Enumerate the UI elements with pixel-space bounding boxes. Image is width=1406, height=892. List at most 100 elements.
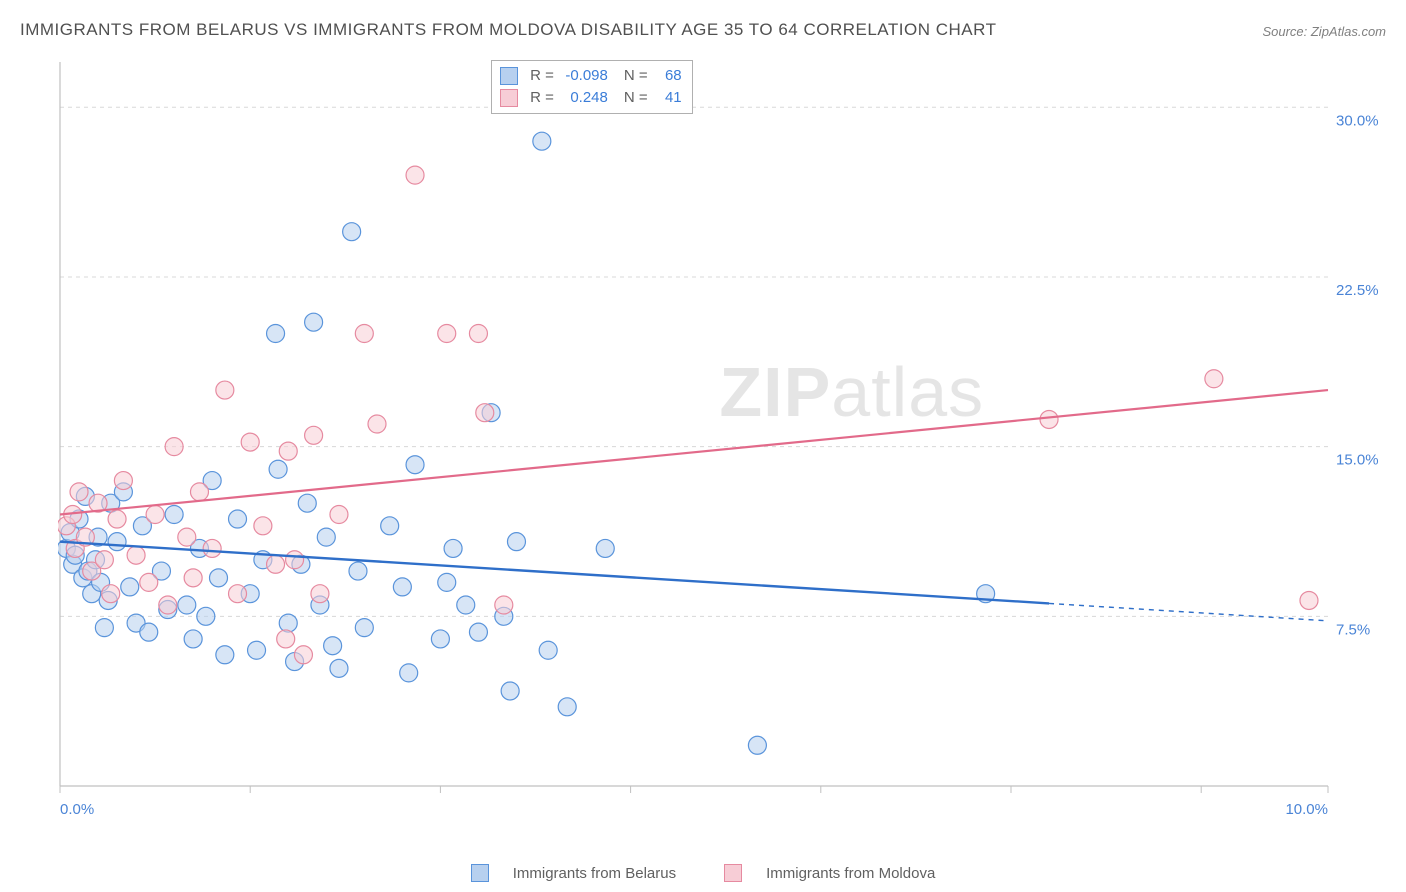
series-legend: Immigrants from Belarus Immigrants from M… — [0, 864, 1406, 886]
data-point — [457, 596, 475, 614]
data-point — [108, 510, 126, 528]
data-point — [165, 506, 183, 524]
data-point — [184, 569, 202, 587]
legend-item: Immigrants from Belarus — [459, 864, 688, 882]
data-point — [267, 325, 285, 343]
data-point — [469, 623, 487, 641]
data-point — [330, 659, 348, 677]
data-point — [277, 630, 295, 648]
data-point — [305, 313, 323, 331]
stat-legend-row: R = -0.098 N = 68 — [500, 65, 682, 87]
data-point — [114, 472, 132, 490]
data-point — [355, 619, 373, 637]
data-point — [216, 381, 234, 399]
data-point — [596, 539, 614, 557]
data-point — [95, 619, 113, 637]
data-point — [102, 585, 120, 603]
data-point — [406, 456, 424, 474]
data-point — [330, 506, 348, 524]
data-point — [368, 415, 386, 433]
data-point — [406, 166, 424, 184]
data-point — [279, 614, 297, 632]
data-point — [248, 641, 266, 659]
x-tick-label: 10.0% — [1285, 801, 1328, 818]
data-point — [495, 596, 513, 614]
data-point — [476, 404, 494, 422]
data-point — [539, 641, 557, 659]
legend-swatch — [471, 864, 489, 882]
stat-r-value: 0.248 — [560, 87, 608, 109]
data-point — [140, 623, 158, 641]
legend-label: Immigrants from Belarus — [513, 865, 676, 882]
data-point — [438, 325, 456, 343]
data-point — [241, 433, 259, 451]
data-point — [108, 533, 126, 551]
data-point — [324, 637, 342, 655]
data-point — [400, 664, 418, 682]
data-point — [294, 646, 312, 664]
y-tick-label: 15.0% — [1336, 452, 1379, 469]
data-point — [267, 555, 285, 573]
data-point — [305, 426, 323, 444]
data-point — [216, 646, 234, 664]
data-point — [279, 442, 297, 460]
data-point — [1205, 370, 1223, 388]
legend-item: Immigrants from Moldova — [712, 864, 947, 882]
data-point — [349, 562, 367, 580]
data-point — [393, 578, 411, 596]
data-point — [95, 551, 113, 569]
source-credit: Source: ZipAtlas.com — [1262, 24, 1386, 39]
data-point — [197, 607, 215, 625]
data-point — [355, 325, 373, 343]
stat-legend-row: R = 0.248 N = 41 — [500, 87, 682, 109]
data-point — [533, 132, 551, 150]
data-point — [146, 506, 164, 524]
data-point — [127, 546, 145, 564]
scatter-chart: 7.5% 15.0% 22.5% 30.0% 0.0% 10.0% — [58, 56, 1388, 836]
data-point — [444, 539, 462, 557]
data-point — [317, 528, 335, 546]
stat-r-label: R = — [530, 87, 554, 109]
legend-swatch — [500, 89, 518, 107]
stats-legend: R = -0.098 N = 68 R = 0.248 N = 41 — [491, 60, 693, 114]
data-point — [70, 483, 88, 501]
data-point — [343, 223, 361, 241]
data-point — [184, 630, 202, 648]
data-point — [203, 539, 221, 557]
stat-n-label: N = — [624, 65, 648, 87]
data-point — [311, 585, 329, 603]
data-point — [381, 517, 399, 535]
data-point — [286, 551, 304, 569]
data-point — [469, 325, 487, 343]
y-tick-label: 22.5% — [1336, 282, 1379, 299]
data-point — [269, 460, 287, 478]
data-point — [298, 494, 316, 512]
data-point — [558, 698, 576, 716]
data-point — [178, 528, 196, 546]
data-point — [165, 438, 183, 456]
stat-n-value: 68 — [654, 65, 682, 87]
data-point — [159, 596, 177, 614]
y-tick-label: 7.5% — [1336, 621, 1370, 638]
legend-swatch — [500, 67, 518, 85]
legend-swatch — [724, 864, 742, 882]
y-tick-label: 30.0% — [1336, 112, 1379, 129]
data-point — [254, 517, 272, 535]
data-point — [431, 630, 449, 648]
chart-title: IMMIGRANTS FROM BELARUS VS IMMIGRANTS FR… — [20, 20, 996, 40]
data-point — [748, 736, 766, 754]
data-point — [121, 578, 139, 596]
data-point — [501, 682, 519, 700]
x-tick-label: 0.0% — [60, 801, 94, 818]
data-point — [1300, 591, 1318, 609]
data-point — [229, 510, 247, 528]
stat-r-value: -0.098 — [560, 65, 608, 87]
stat-n-label: N = — [624, 87, 648, 109]
data-point — [178, 596, 196, 614]
data-point — [190, 483, 208, 501]
data-point — [507, 533, 525, 551]
stat-n-value: 41 — [654, 87, 682, 109]
data-point — [210, 569, 228, 587]
stat-r-label: R = — [530, 65, 554, 87]
data-point — [1040, 410, 1058, 428]
